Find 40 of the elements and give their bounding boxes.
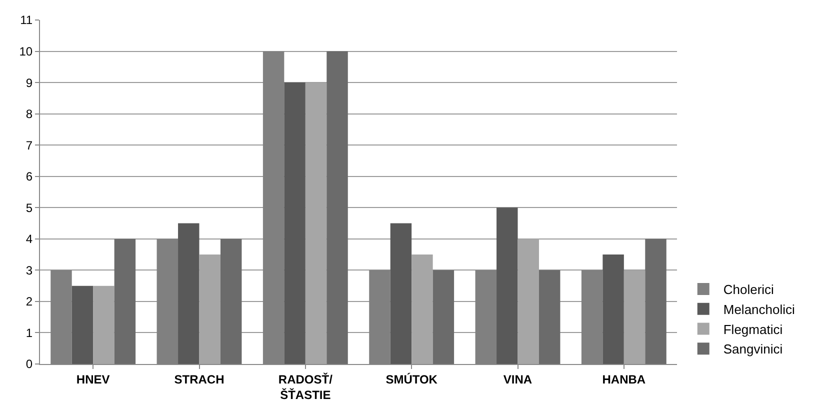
- bar: [114, 238, 136, 364]
- y-tick-label: 1: [26, 326, 33, 340]
- bar: [72, 286, 94, 364]
- bar: [93, 286, 114, 364]
- bar: [412, 254, 433, 364]
- y-tick-label: 0: [26, 357, 33, 372]
- bar: [602, 254, 624, 364]
- x-tick-label: VINA: [503, 372, 532, 386]
- bar: [390, 223, 412, 364]
- y-tick-label: 5: [26, 200, 33, 215]
- y-tick-label: 6: [26, 170, 33, 184]
- y-tick-label: 4: [26, 232, 33, 246]
- legend-label: Flegmatici: [723, 322, 783, 337]
- y-tick-label: 11: [20, 13, 33, 28]
- bar: [326, 51, 348, 364]
- x-tick-label: SMÚTOK: [386, 372, 438, 386]
- bar: [645, 238, 666, 364]
- x-tick-label: HNEV: [76, 372, 110, 386]
- y-tick-label: 9: [26, 76, 33, 90]
- legend-label: Melancholici: [723, 302, 796, 317]
- bar: [432, 270, 454, 364]
- bar: [624, 270, 646, 364]
- bar: [496, 208, 518, 364]
- x-tick-label: STRACH: [174, 372, 224, 386]
- y-tick-label: 7: [26, 138, 33, 152]
- y-tick-label: 2: [26, 294, 33, 309]
- x-tick-label: RADOSŤ/ ŠŤASTIE: [278, 372, 334, 402]
- bar: [284, 82, 306, 364]
- y-tick-label: 3: [26, 263, 33, 278]
- legend-label: Sangvinici: [723, 342, 783, 357]
- legend-label: Cholerici: [723, 282, 774, 298]
- bar: [220, 238, 242, 364]
- x-tick-label: HANBA: [602, 372, 646, 386]
- bar: [305, 82, 327, 364]
- y-tick-label: 8: [26, 107, 33, 122]
- bar: [538, 270, 560, 364]
- bar: [178, 223, 200, 364]
- bar: [518, 238, 539, 364]
- y-tick-label: 10: [19, 44, 33, 58]
- bar: [199, 254, 220, 364]
